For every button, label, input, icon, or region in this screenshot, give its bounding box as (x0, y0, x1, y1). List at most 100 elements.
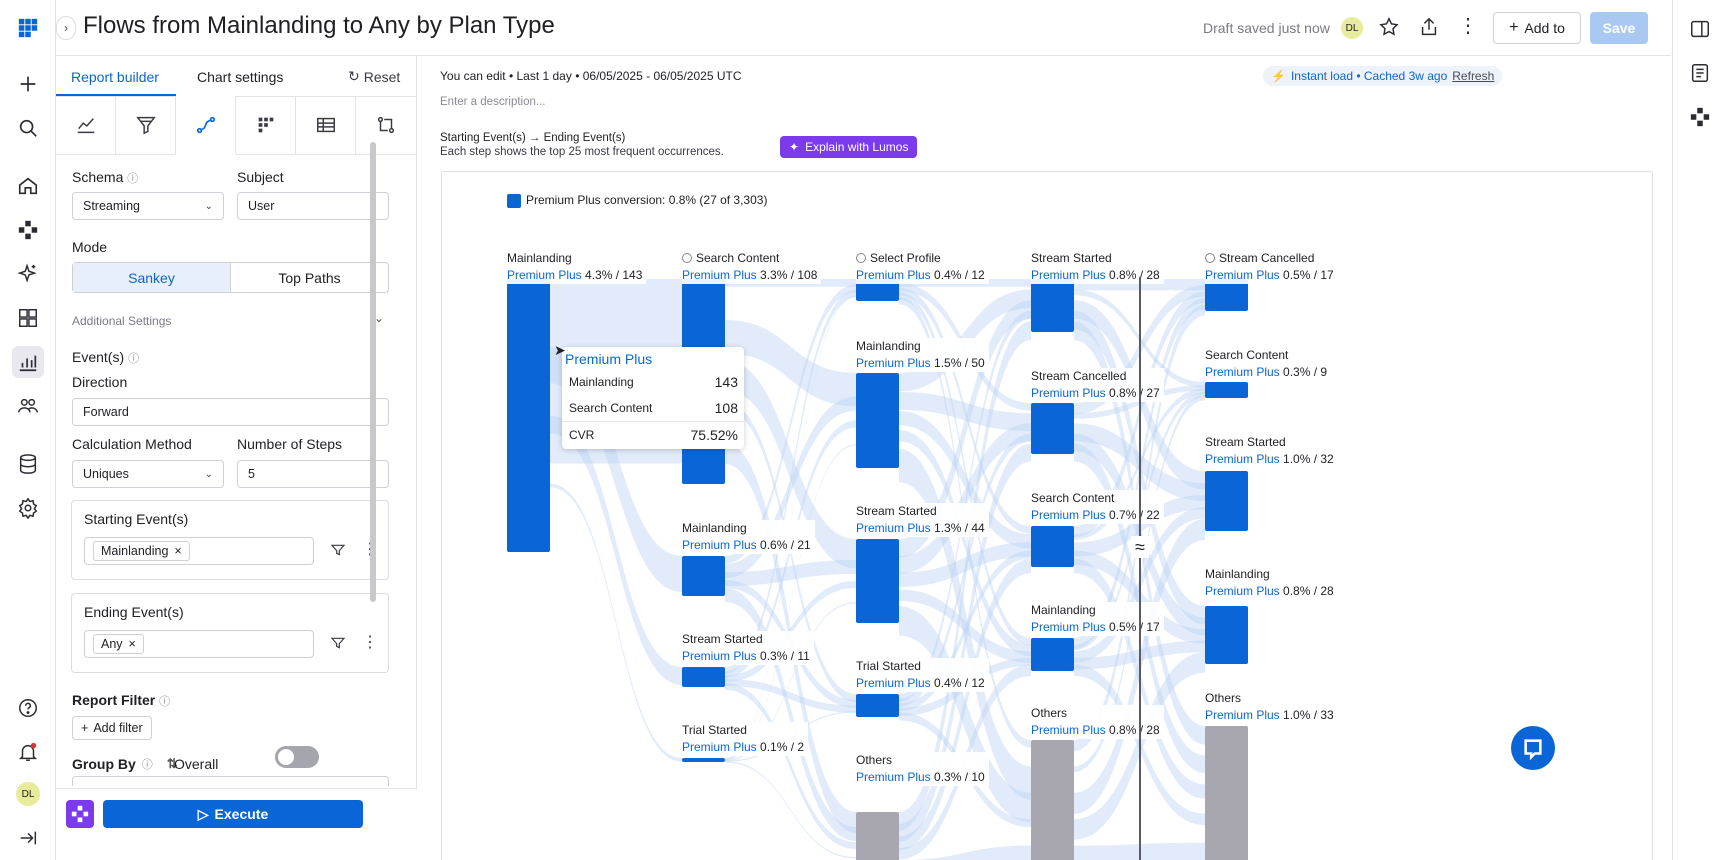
tab-chart-settings[interactable]: Chart settings (197, 69, 284, 85)
mode-top-paths-button[interactable]: Top Paths (278, 269, 341, 286)
sankey-link[interactable] (899, 292, 1031, 646)
lumos-icon[interactable] (66, 800, 94, 828)
sankey-node[interactable] (1031, 638, 1074, 671)
sankey-node[interactable] (856, 539, 899, 623)
num-steps-select[interactable]: 5⌄ (237, 460, 389, 488)
sankey-node[interactable] (682, 758, 725, 762)
sankey-node-label[interactable]: Search Content Premium Plus 0.3% / 9 (1205, 347, 1332, 381)
sankey-node-label[interactable]: Trial Started Premium Plus 0.4% / 12 (856, 658, 989, 692)
tab-report-builder[interactable]: Report builder (71, 69, 159, 85)
chevron-down-icon[interactable]: ⌄ (374, 311, 385, 325)
sankey-node-label[interactable]: Mainlanding Premium Plus 4.3% / 143 (507, 250, 647, 284)
sankey-link[interactable] (899, 423, 1031, 574)
save-button[interactable]: Save (1590, 12, 1648, 44)
sankey-node[interactable] (856, 694, 899, 717)
sankey-link[interactable] (899, 589, 1031, 663)
sankey-link[interactable] (899, 558, 1031, 851)
sankey-node-label[interactable]: Mainlanding Premium Plus 0.5% / 17 (1031, 602, 1164, 636)
additional-settings-toggle[interactable]: Additional Settings (72, 314, 172, 328)
sankey-node[interactable] (856, 812, 899, 860)
sankey-node[interactable] (682, 556, 725, 596)
sankey-link[interactable] (725, 761, 856, 859)
close-icon[interactable]: × (128, 637, 136, 651)
sankey-link[interactable] (550, 347, 682, 592)
sankey-node[interactable] (507, 279, 550, 552)
sankey-node-label[interactable]: Stream Cancelled Premium Plus 0.8% / 27 (1031, 368, 1164, 402)
sankey-node-label[interactable]: Select Profile Premium Plus 0.4% / 12 (856, 250, 989, 284)
sankey-node[interactable] (682, 667, 725, 687)
table-icon[interactable] (296, 96, 356, 154)
compare-icon[interactable] (356, 96, 416, 154)
sankey-node[interactable] (1031, 279, 1074, 332)
star-icon[interactable] (1378, 16, 1402, 40)
sankey-node[interactable] (1031, 403, 1074, 454)
sankey-link[interactable] (550, 415, 682, 686)
sankey-node-label[interactable]: Stream Started Premium Plus 1.0% / 32 (1205, 434, 1338, 468)
add-filter-button[interactable]: + Add filter (72, 716, 152, 740)
flows-icon[interactable] (176, 96, 236, 154)
sankey-link[interactable] (899, 321, 1031, 831)
legend-label[interactable]: Premium Plus conversion: 0.8% (27 of 3,3… (526, 193, 768, 207)
sankey-link[interactable] (725, 320, 856, 407)
sankey-link[interactable] (899, 542, 1031, 587)
settings-icon[interactable] (12, 492, 44, 524)
cluster-icon[interactable] (1689, 106, 1711, 133)
apps-grid-icon[interactable] (12, 12, 44, 44)
help-icon[interactable] (12, 692, 44, 724)
line-chart-icon[interactable] (56, 96, 116, 154)
sankey-node-label[interactable]: Search Content Premium Plus 3.3% / 108 (682, 250, 822, 284)
dashboard-icon[interactable] (12, 302, 44, 334)
sankey-node[interactable] (1205, 279, 1248, 311)
plus-icon[interactable] (12, 68, 44, 100)
database-icon[interactable] (12, 448, 44, 480)
sankey-node[interactable] (856, 373, 899, 468)
ending-events-input[interactable]: Any × (84, 630, 314, 658)
sankey-link[interactable] (899, 300, 1031, 558)
sankey-link[interactable] (899, 443, 1031, 842)
sankey-link[interactable] (725, 602, 856, 761)
sankey-node-label[interactable]: Others Premium Plus 1.0% / 33 (1205, 690, 1338, 724)
more-options-icon[interactable]: ⋮ (1458, 15, 1478, 37)
mode-sankey-button[interactable]: Sankey (73, 263, 231, 292)
sankey-node-label[interactable]: Search Content Premium Plus 0.7% / 22 (1031, 490, 1164, 524)
sankey-node[interactable] (1205, 606, 1248, 664)
sankey-link[interactable] (899, 433, 1031, 707)
chart-icon[interactable] (12, 346, 44, 378)
subject-select[interactable]: User⌄ (237, 192, 389, 220)
scrollbar[interactable] (370, 142, 376, 602)
sankey-node-label[interactable]: Others Premium Plus 0.3% / 10 (856, 752, 989, 786)
execute-button[interactable]: ▷ Execute (103, 800, 363, 828)
sparkle-icon[interactable] (12, 258, 44, 290)
sankey-link[interactable] (725, 361, 856, 569)
sankey-link[interactable] (899, 550, 1031, 712)
sankey-link[interactable] (899, 287, 1031, 534)
sankey-node[interactable] (1031, 526, 1074, 567)
sankey-node-label[interactable]: Stream Started Premium Plus 1.3% / 44 (856, 503, 989, 537)
sankey-link[interactable] (899, 845, 1031, 860)
bell-icon[interactable] (12, 736, 44, 768)
explain-with-lumos-button[interactable]: ✦ Explain with Lumos (780, 136, 918, 158)
sankey-link[interactable] (550, 483, 682, 762)
sankey-link[interactable] (725, 588, 856, 841)
sankey-link[interactable] (899, 449, 1031, 800)
people-icon[interactable] (12, 390, 44, 422)
notes-icon[interactable] (1689, 62, 1711, 89)
refresh-link[interactable]: Refresh (1452, 69, 1495, 83)
filter-icon[interactable] (330, 542, 346, 563)
sankey-link[interactable] (725, 396, 856, 578)
sankey-node-label[interactable]: Mainlanding Premium Plus 1.5% / 50 (856, 338, 989, 372)
calc-method-select[interactable]: Uniques ⌄ (72, 460, 224, 488)
sankey-node-label[interactable]: Others Premium Plus 0.8% / 28 (1031, 705, 1164, 739)
funnel-icon[interactable] (116, 96, 176, 154)
starting-events-input[interactable]: Mainlanding × (84, 537, 314, 565)
chat-icon[interactable] (1511, 726, 1555, 770)
book-icon[interactable] (1689, 18, 1711, 45)
search-icon[interactable] (12, 112, 44, 144)
chevron-right-icon[interactable]: › (56, 16, 76, 40)
sankey-node[interactable] (856, 279, 899, 301)
filter-icon[interactable] (330, 635, 346, 656)
retention-grid-icon[interactable] (236, 96, 296, 154)
avatar[interactable]: DL (1341, 17, 1363, 39)
sankey-node-label[interactable]: Mainlanding Premium Plus 0.8% / 28 (1205, 566, 1338, 600)
sankey-node-label[interactable]: Trial Started Premium Plus 0.1% / 2 (682, 722, 809, 756)
